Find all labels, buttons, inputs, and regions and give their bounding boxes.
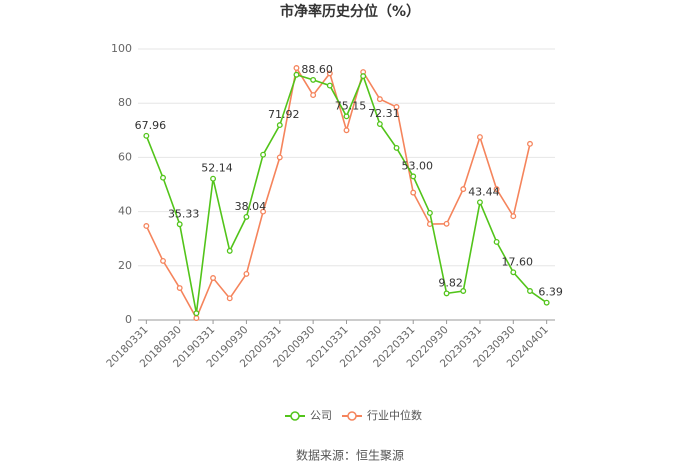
data-label: 52.14 — [201, 162, 233, 175]
legend-marker — [290, 411, 300, 421]
point — [143, 132, 150, 139]
point — [476, 199, 483, 206]
legend-marker — [347, 411, 357, 421]
point — [326, 82, 333, 89]
point — [243, 213, 250, 220]
data-label: 71.92 — [268, 108, 300, 121]
point — [410, 173, 417, 180]
point — [360, 73, 367, 80]
point — [176, 221, 183, 228]
point — [510, 213, 517, 220]
point — [193, 315, 200, 322]
point — [293, 65, 300, 71]
point — [426, 210, 433, 216]
legend-label: 行业中位数 — [367, 408, 422, 422]
point — [193, 310, 200, 317]
point — [343, 113, 350, 120]
point — [226, 247, 233, 254]
source: 数据来源：恒生聚源 — [296, 448, 404, 463]
point — [493, 186, 500, 193]
point — [460, 288, 467, 294]
point — [160, 174, 166, 181]
data-label: 67.96 — [135, 119, 167, 132]
point — [260, 151, 267, 158]
point — [310, 76, 317, 83]
point — [176, 285, 183, 291]
point — [493, 239, 500, 245]
point — [476, 134, 483, 141]
data-label: 6.39 — [538, 286, 563, 299]
point — [527, 140, 533, 147]
data-label: 9.82 — [438, 276, 463, 289]
y-tick-label: 80 — [118, 96, 132, 109]
data-label: 88.60 — [301, 63, 333, 76]
point — [276, 122, 283, 129]
data-label: 17.60 — [502, 255, 534, 268]
point — [326, 70, 333, 77]
y-tick-label: 20 — [118, 259, 132, 272]
data-label: 43.44 — [468, 185, 500, 198]
point — [243, 270, 250, 277]
y-tick-label: 0 — [125, 313, 132, 326]
point — [510, 269, 517, 276]
data-label: 38.04 — [235, 200, 267, 213]
point — [143, 223, 150, 229]
point — [210, 275, 217, 281]
point — [443, 220, 450, 227]
point — [310, 92, 317, 99]
point — [210, 175, 217, 182]
data-label: 75.15 — [335, 99, 367, 112]
point — [410, 189, 417, 196]
point — [393, 144, 400, 151]
point — [376, 121, 383, 127]
point — [443, 290, 450, 297]
data-label: 72.31 — [368, 107, 400, 120]
data-label: 35.33 — [168, 207, 200, 220]
point — [527, 288, 533, 294]
point — [160, 257, 166, 264]
point — [343, 127, 350, 134]
chart-title: 市净率历史分位（%） — [280, 3, 420, 20]
point — [393, 104, 400, 110]
point — [543, 299, 550, 306]
y-tick-label: 40 — [118, 205, 132, 218]
point — [460, 186, 467, 193]
point — [226, 295, 233, 302]
point — [276, 154, 283, 161]
legend-label: 公司 — [310, 409, 332, 422]
point — [376, 96, 383, 103]
y-tick-label: 60 — [118, 150, 132, 163]
data-label: 53.00 — [401, 159, 433, 172]
point — [293, 71, 300, 78]
y-tick-label: 100 — [111, 42, 132, 55]
point — [260, 208, 267, 215]
